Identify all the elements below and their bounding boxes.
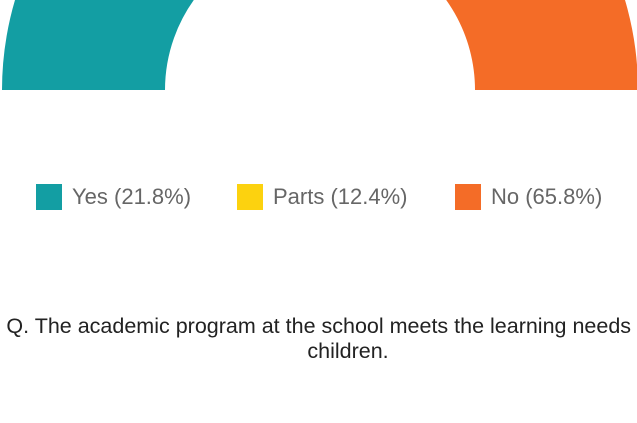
- legend-swatch: [455, 184, 481, 210]
- legend-label: No (65.8%): [491, 184, 602, 209]
- legend-label: Parts (12.4%): [273, 184, 408, 209]
- donut-segment: [2, 0, 194, 90]
- legend-swatch: [237, 184, 263, 210]
- legend-swatch: [36, 184, 62, 210]
- legend-label: Yes (21.8%): [72, 184, 191, 209]
- donut-segment: [446, 0, 637, 90]
- chart-title: Q. The academic program at the school me…: [6, 314, 637, 363]
